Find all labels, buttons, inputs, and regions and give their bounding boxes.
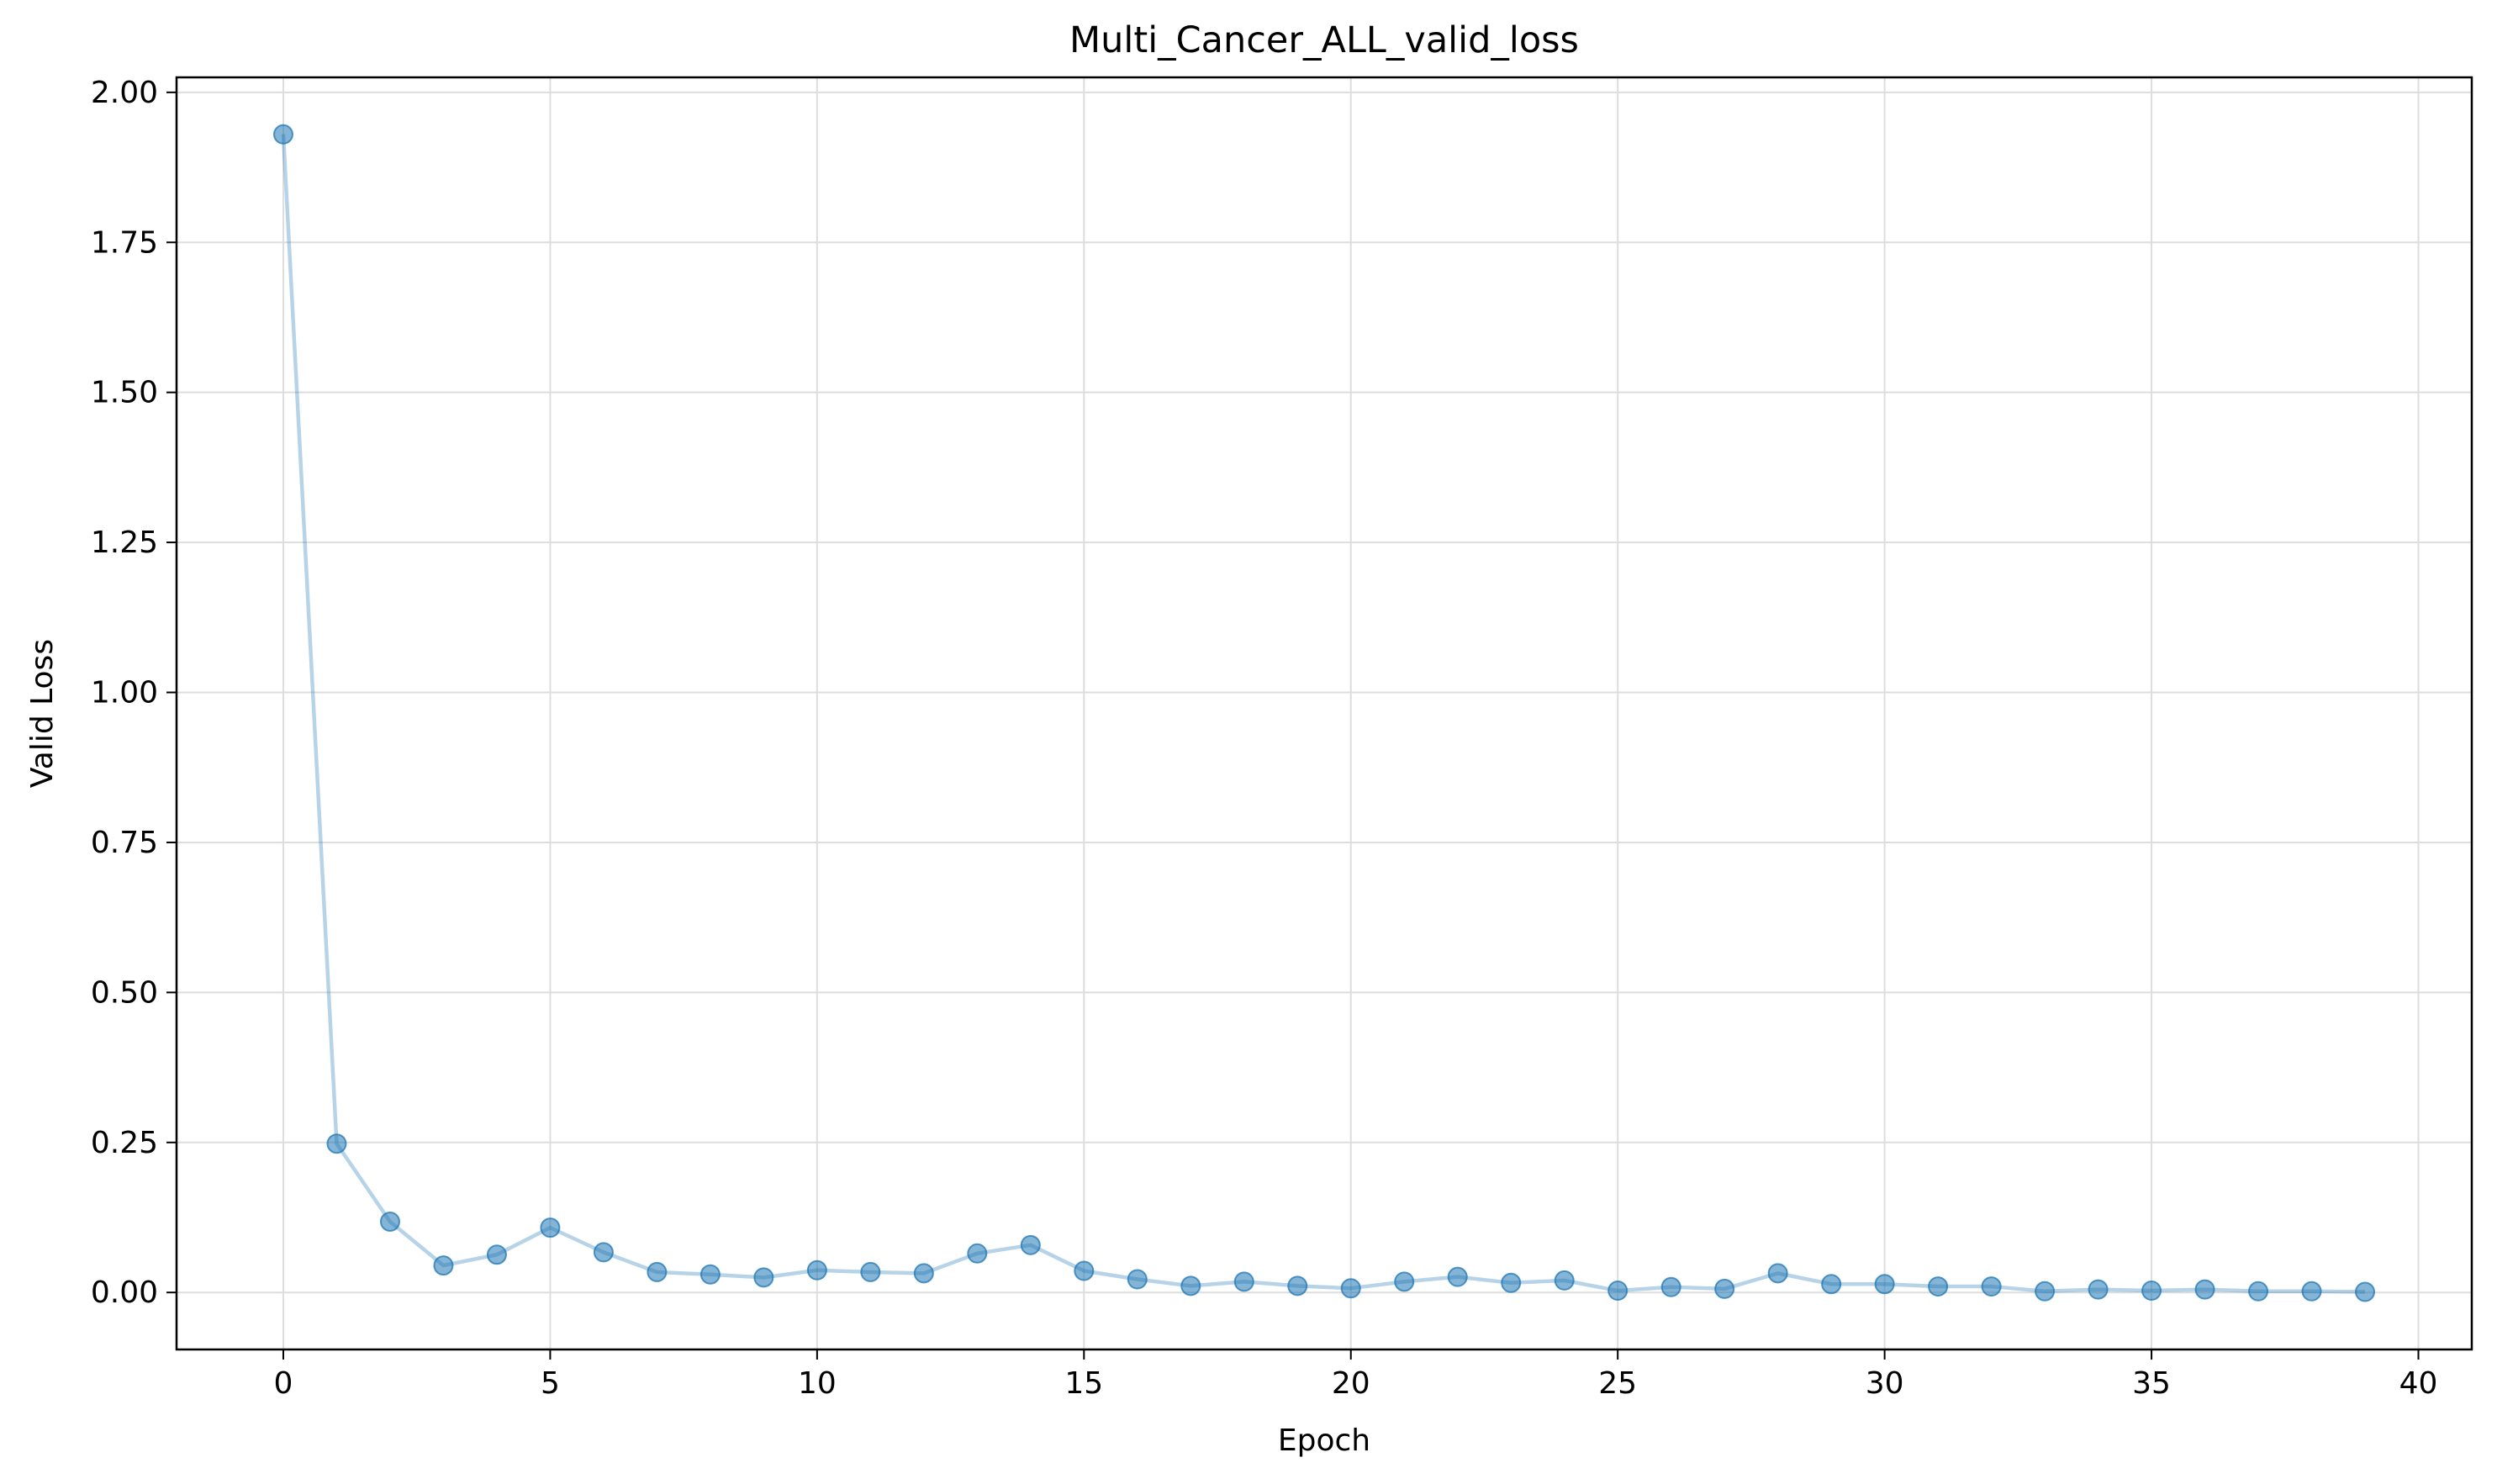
x-tick-label: 25: [1598, 1366, 1637, 1401]
data-point: [1660, 1276, 1681, 1297]
data-point: [379, 1211, 400, 1232]
y-tick-label: 0.50: [91, 975, 158, 1010]
data-point: [1607, 1281, 1629, 1302]
x-tick-label: 5: [541, 1366, 560, 1401]
y-axis-title: Valid Loss: [25, 639, 60, 788]
data-point: [1501, 1272, 1522, 1293]
data-point: [1981, 1276, 2002, 1297]
data-point: [2248, 1281, 2269, 1302]
y-tick-label: 0.25: [91, 1126, 158, 1160]
y-tick-label: 2.00: [91, 76, 158, 110]
x-tick-label: 40: [2399, 1366, 2438, 1401]
data-point: [540, 1217, 561, 1238]
data-point: [433, 1255, 454, 1276]
y-tick-label: 0.75: [91, 826, 158, 860]
plot-frame: [175, 76, 2473, 1351]
data-layer: [272, 124, 2376, 1302]
data-point: [326, 1133, 347, 1154]
data-point: [593, 1242, 614, 1263]
data-point: [1020, 1234, 1041, 1255]
y-tick-label: 1.75: [91, 225, 158, 260]
data-point: [2301, 1281, 2322, 1302]
series-line: [281, 134, 2366, 1294]
x-tick-label: 30: [1866, 1366, 1904, 1401]
data-point: [1287, 1275, 1308, 1297]
grid-lines: [177, 77, 2472, 1349]
data-point: [1180, 1275, 1201, 1297]
data-point: [753, 1267, 774, 1288]
y-tick-label: 0.00: [91, 1275, 158, 1310]
x-tick-label: 20: [1332, 1366, 1370, 1401]
y-tick-label: 1.50: [91, 376, 158, 410]
data-point: [2355, 1281, 2376, 1302]
data-point: [647, 1261, 668, 1282]
y-tick-label: 1.25: [91, 525, 158, 560]
x-tick-label: 10: [798, 1366, 837, 1401]
data-point: [272, 124, 293, 145]
data-point: [2194, 1279, 2215, 1300]
data-point: [1714, 1278, 1735, 1299]
data-point: [1767, 1263, 1788, 1284]
data-point: [1928, 1276, 1949, 1297]
chart-title: Multi_Cancer_ALL_valid_loss: [1069, 19, 1579, 61]
data-point: [1447, 1266, 1468, 1287]
data-point: [2088, 1279, 2109, 1300]
data-point: [1821, 1274, 1842, 1295]
data-point: [1874, 1274, 1895, 1295]
data-point: [1394, 1271, 1415, 1292]
data-point: [913, 1263, 934, 1284]
data-point: [486, 1244, 507, 1265]
x-axis-title: Epoch: [1278, 1423, 1370, 1458]
data-point: [699, 1264, 721, 1285]
tick-layer: 0 5 10 15 20 25 30 35 40 0.00 0.25 0.50 0.75 1.00 1.25…: [91, 76, 2438, 1401]
data-point: [860, 1261, 881, 1282]
data-point: [967, 1243, 988, 1264]
data-point: [1340, 1278, 1361, 1299]
data-point: [1554, 1270, 1575, 1291]
data-point: [1074, 1260, 1095, 1281]
data-point: [2141, 1281, 2162, 1302]
data-point: [806, 1260, 827, 1281]
y-tick-label: 1.00: [91, 676, 158, 710]
x-tick-label: 35: [2132, 1366, 2171, 1401]
x-tick-label: 0: [274, 1366, 293, 1401]
x-tick-label: 15: [1064, 1366, 1103, 1401]
data-point: [2035, 1281, 2056, 1302]
data-point: [1127, 1269, 1148, 1290]
data-point: [1233, 1271, 1254, 1292]
